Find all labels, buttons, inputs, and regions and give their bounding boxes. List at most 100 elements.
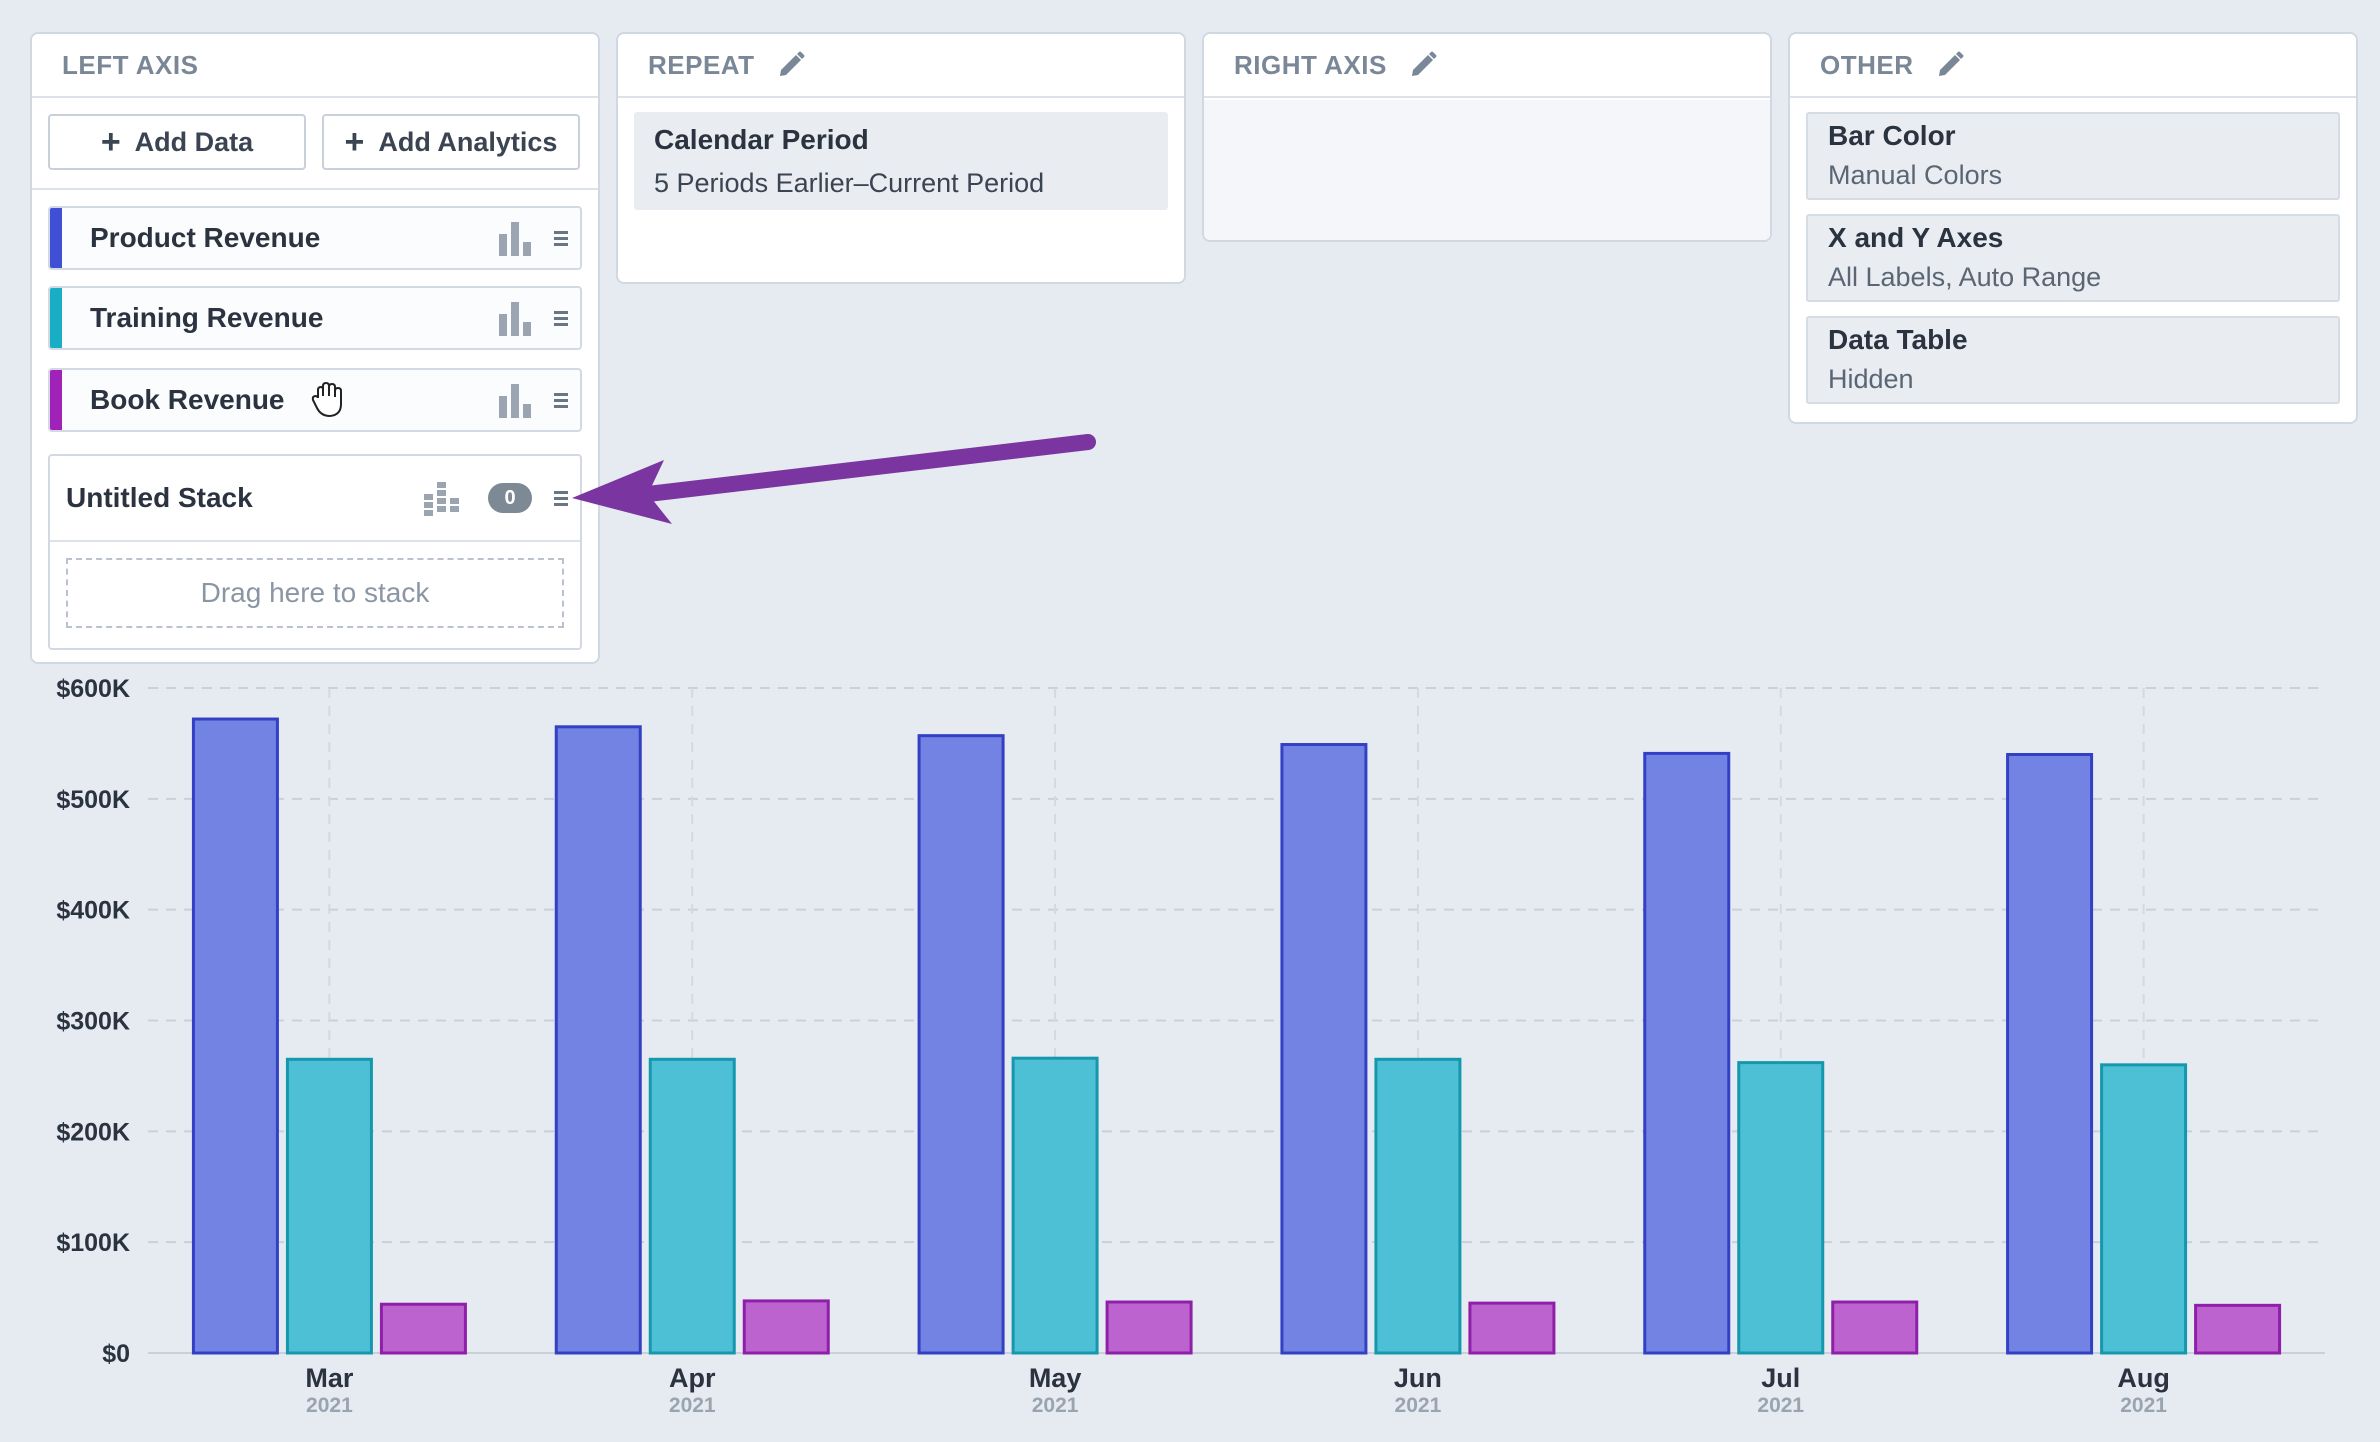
repeat-header: REPEAT [618,34,1184,98]
y-tick-label: $400K [56,897,130,925]
series-item-training-revenue[interactable]: Training Revenue [48,286,582,350]
left-axis-header: LEFT AXIS [32,34,598,98]
left-axis-panel: LEFT AXIS + Add Data + Add Analytics Pro… [30,32,600,664]
x-tick-label: May [1029,1363,1082,1393]
drag-handle-icon[interactable] [552,227,570,249]
y-axis-ticks: $0 $100K $200K $300K $400K $500K $600K [56,675,130,1368]
series-color-stripe [50,208,62,268]
calendar-period-title: Calendar Period [654,124,869,155]
x-tick-sublabel: 2021 [1032,1394,1079,1417]
x-tick-sublabel: 2021 [2120,1394,2167,1417]
axes-card[interactable]: X and Y Axes All Labels, Auto Range [1806,214,2340,302]
drag-handle-icon[interactable] [552,389,570,411]
revenue-bar-chart: $0$100K$200K$300K$400K$500K$600K Mar2021… [56,675,2325,1417]
bar-product-revenue[interactable] [554,725,642,1355]
stack-count-badge: 0 [488,483,532,513]
bar-product-revenue[interactable] [191,717,279,1355]
y-tick-label: $300K [56,1008,130,1036]
series-label: Training Revenue [90,302,324,333]
bar-training-revenue[interactable] [2100,1063,2188,1355]
right-axis-panel: RIGHT AXIS [1202,32,1772,242]
right-axis-empty-body[interactable] [1204,100,1770,240]
add-data-label: Add Data [134,126,254,157]
other-title: OTHER [1820,49,1914,80]
axes-value: All Labels, Auto Range [1828,262,2102,292]
bar-book-revenue[interactable] [1468,1301,1556,1355]
series-color-stripe [50,370,62,430]
calendar-period-value: 5 Periods Earlier–Current Period [654,168,1045,198]
data-table-value: Hidden [1828,364,1914,394]
bar-book-revenue[interactable] [1105,1300,1193,1355]
bar-chart-icon[interactable] [496,380,536,420]
left-axis-title: LEFT AXIS [62,49,199,80]
repeat-title: REPEAT [648,49,755,80]
data-table-title: Data Table [1828,324,1968,355]
add-buttons-row: + Add Data + Add Analytics [32,98,598,170]
add-analytics-label: Add Analytics [378,126,558,157]
x-tick-label: Apr [669,1363,716,1393]
y-tick-label: $600K [56,675,130,703]
bar-color-title: Bar Color [1828,120,1956,151]
y-tick-label: $200K [56,1118,130,1146]
bar-training-revenue[interactable] [1374,1057,1462,1355]
bar-color-value: Manual Colors [1828,160,2003,190]
pencil-icon[interactable] [1407,49,1439,81]
bar-book-revenue[interactable] [1831,1300,1919,1355]
bar-chart-icon[interactable] [496,298,536,338]
stack-title: Untitled Stack [66,482,253,513]
bar-training-revenue[interactable] [285,1057,373,1355]
bar-color-card[interactable]: Bar Color Manual Colors [1806,112,2340,200]
plus-icon: + [100,123,121,161]
calendar-period-card[interactable]: Calendar Period 5 Periods Earlier–Curren… [634,112,1168,210]
series-item-product-revenue[interactable]: Product Revenue [48,206,582,270]
bar-training-revenue[interactable] [1011,1056,1099,1355]
divider [32,188,598,190]
x-axis-ticks: Mar2021Apr2021May2021Jun2021Jul2021Aug20… [305,1363,2169,1417]
bar-product-revenue[interactable] [1643,751,1731,1355]
plus-icon: + [344,123,365,161]
other-panel: OTHER Bar Color Manual Colors X and Y Ax… [1788,32,2358,424]
bar-book-revenue[interactable] [742,1299,830,1355]
bar-book-revenue[interactable] [2194,1303,2282,1355]
data-table-card[interactable]: Data Table Hidden [1806,316,2340,404]
chart-bars [191,717,2282,1355]
stack-drop-zone[interactable]: Drag here to stack [66,558,564,628]
pencil-icon[interactable] [1934,49,1966,81]
bar-book-revenue[interactable] [379,1302,467,1355]
stack-header: Untitled Stack 0 [50,456,580,542]
pointer-arrow [572,434,1096,524]
x-tick-sublabel: 2021 [306,1394,353,1417]
series-color-stripe [50,288,62,348]
x-tick-label: Jul [1761,1363,1800,1393]
y-tick-label: $500K [56,786,130,814]
add-analytics-button[interactable]: + Add Analytics [322,114,580,170]
bar-product-revenue[interactable] [1280,743,1368,1355]
bar-product-revenue[interactable] [917,734,1005,1355]
add-data-button[interactable]: + Add Data [48,114,306,170]
bar-training-revenue[interactable] [648,1057,736,1355]
x-tick-sublabel: 2021 [1395,1394,1442,1417]
other-header: OTHER [1790,34,2356,98]
bar-training-revenue[interactable] [1737,1061,1825,1355]
right-axis-header: RIGHT AXIS [1204,34,1770,98]
y-tick-label: $0 [102,1340,130,1368]
right-axis-title: RIGHT AXIS [1234,49,1387,80]
y-tick-label: $100K [56,1229,130,1257]
x-tick-sublabel: 2021 [1757,1394,1804,1417]
grab-hand-cursor [311,381,342,418]
axes-title: X and Y Axes [1828,222,2004,253]
x-tick-label: Mar [305,1363,354,1393]
bar-product-revenue[interactable] [2006,753,2094,1355]
series-item-book-revenue[interactable]: Book Revenue [48,368,582,432]
x-tick-label: Jun [1394,1363,1442,1393]
chart-grid [148,687,2325,1354]
x-tick-label: Aug [2117,1363,2169,1393]
bar-chart-icon[interactable] [496,218,536,258]
pencil-icon[interactable] [775,49,807,81]
drag-handle-icon[interactable] [552,307,570,329]
drag-handle-icon[interactable] [552,487,570,509]
untitled-stack[interactable]: Untitled Stack 0 Drag here to stack [48,454,582,650]
repeat-panel: REPEAT Calendar Period 5 Periods Earlier… [616,32,1186,284]
series-label: Book Revenue [90,384,285,415]
stacked-bar-icon[interactable] [422,480,462,516]
